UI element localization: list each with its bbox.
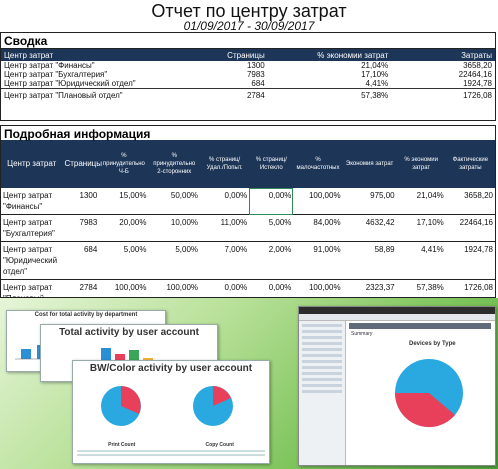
summary-col-header: Центр затрат [1, 49, 184, 61]
detail-row: Центр затрат "Юридический отдел" 684 5,00%… [1, 241, 495, 280]
summary-col-header: Страницы [183, 49, 268, 61]
app-window-sidebar [299, 321, 346, 465]
bw-color-pies [101, 386, 233, 426]
pie-slice [394, 393, 455, 428]
summary-row: Центр затрат "Юридический отдел" 684 4,41%… [1, 79, 495, 89]
detail-section: Подробная информация Центр затрат Страниц… [0, 125, 496, 318]
detail-cell: 100,00% [293, 188, 343, 215]
summary-header-row: Центр затрат Страницы % экономии затрат … [1, 49, 495, 61]
summary-cell: 17,10% [361, 70, 389, 79]
summary-row: Центр затрат "Плановый отдел" 2784 57,38% 1… [1, 89, 495, 101]
app-window-titlebar [299, 307, 495, 314]
summary-cell: 1726,08 [463, 91, 492, 100]
detail-cell: 22464,16 [445, 214, 495, 242]
summary-cell: 684 [183, 79, 268, 89]
devices-pie [394, 359, 463, 428]
detail-col-header: Фактические затраты [445, 140, 495, 188]
summary-table: Центр затрат Страницы % экономии затрат … [1, 49, 495, 100]
summary-cell: 1300 [246, 61, 265, 70]
detail-cell: 684 [62, 241, 100, 280]
detail-cell: 0,00% [200, 188, 250, 215]
summary-cell: 22464,16 [458, 70, 492, 79]
detail-title: Подробная информация [4, 127, 151, 141]
chart-bar [101, 348, 111, 366]
report-title: Отчет по центру затрат [151, 1, 347, 21]
summary-col-header: Затраты [391, 49, 495, 61]
summary-title: Сводка [1, 33, 495, 49]
detail-table: Центр затрат Страницы% принудительно Ч-Б%… [1, 140, 495, 318]
detail-row: Центр затрат "Бухгалтерия" 7983 20,00% 10,0… [1, 214, 495, 242]
detail-col-header: % страниц/Истекло [249, 140, 294, 188]
detail-cell: Центр затрат "Бухгалтерия" [1, 214, 63, 242]
summary-row: Центр затрат "Бухгалтерия" 7983 17,10% 2246… [1, 70, 495, 79]
detail-cell: 4632,42 [342, 214, 397, 242]
detail-cell: Центр затрат "Финансы" [1, 188, 63, 215]
detail-col-header: % экономии затрат [396, 140, 446, 188]
user-activity-card-title: Total activity by user account [59, 327, 199, 338]
detail-cell: 975,00 [342, 188, 397, 215]
detail-header-row: Центр затрат Страницы% принудительно Ч-Б%… [1, 140, 495, 188]
bw-color-card: BW/Color activity by user account Print … [72, 360, 270, 464]
detail-cell: 91,00% [293, 241, 343, 280]
detail-cell: 15,00% [99, 188, 149, 215]
summary-cell: 3658,20 [463, 61, 492, 70]
detail-col-header: % малочастотных [293, 140, 343, 188]
detail-cell: 50,00% [148, 188, 201, 215]
app-window-screenshot: Summary Devices by Type [298, 306, 496, 466]
summary-cell: 2784 [246, 91, 265, 100]
detail-row: Центр затрат "Финансы" 1300 15,00% 50,00% 0,… [1, 188, 495, 215]
detail-cell: 21,04% [396, 188, 446, 215]
app-window-toolbar [299, 314, 495, 321]
devices-chart-title: Devices by Type [409, 341, 456, 347]
chart-bar [129, 350, 139, 366]
summary-cell: 1924,78 [391, 79, 495, 89]
summary-cell: 4,41% [267, 79, 392, 89]
detail-cell: 0,00% [249, 188, 294, 215]
summary-cell: Центр затрат "Юридический отдел" [1, 79, 184, 89]
app-window-subheading: Summary [351, 331, 373, 337]
detail-cell: 84,00% [293, 214, 343, 242]
detail-col-header: Центр затрат [1, 140, 63, 188]
summary-cell: 7983 [246, 70, 265, 79]
summary-row: Центр затрат "Финансы" 1300 21,04% 3658,20 [1, 61, 495, 70]
screenshot-collage: Cost for total activity by department To… [0, 298, 498, 469]
detail-col-header: % принудительно Ч-Б [99, 140, 149, 188]
detail-cell: 17,10% [396, 214, 446, 242]
detail-cell: 5,00% [148, 241, 201, 280]
pie-slice [213, 386, 231, 406]
copy-count-label: Copy Count [205, 442, 234, 448]
detail-cell: 58,89 [342, 241, 397, 280]
summary-col-header: % экономии затрат [267, 49, 392, 61]
detail-cell: 20,00% [99, 214, 149, 242]
summary-cell: Центр затрат "Финансы" [4, 61, 95, 70]
detail-cell: 7,00% [200, 241, 250, 280]
summary-section: Сводка Центр затрат Страницы % экономии … [0, 32, 496, 121]
print-count-label: Print Count [108, 442, 136, 448]
dept-cost-card-title: Cost for total activity by department [34, 312, 138, 318]
detail-cell: 2,00% [249, 241, 294, 280]
detail-col-header: % страниц/Удал./Попыт. [200, 140, 250, 188]
detail-col-header: Страницы [62, 140, 102, 188]
detail-cell: 11,00% [200, 214, 250, 242]
detail-cell: 10,00% [148, 214, 201, 242]
detail-cell: 1924,78 [445, 241, 495, 280]
summary-cell: Центр затрат "Бухгалтерия" [4, 70, 108, 79]
summary-cell: 57,38% [361, 91, 389, 100]
pie-slice [121, 386, 141, 414]
chart-bar [21, 349, 31, 359]
detail-col-header: % принудительно 2-сторонних [148, 140, 201, 188]
detail-cell: 4,41% [396, 241, 446, 280]
detail-cell: 5,00% [99, 241, 149, 280]
detail-cell: 5,00% [249, 214, 294, 242]
app-window-header [349, 323, 491, 329]
summary-cell: 21,04% [361, 61, 389, 70]
summary-cell: Центр затрат "Плановый отдел" [4, 91, 123, 100]
report-period: 01/09/2017 - 30/09/2017 [183, 19, 315, 33]
detail-cell: Центр затрат "Юридический отдел" [1, 241, 63, 280]
bw-color-card-title: BW/Color activity by user account [89, 363, 253, 374]
detail-cell: 7983 [62, 214, 100, 242]
detail-cell: 1300 [62, 188, 100, 215]
detail-col-header: Экономия затрат [342, 140, 397, 188]
detail-cell: 3658,20 [445, 188, 495, 215]
